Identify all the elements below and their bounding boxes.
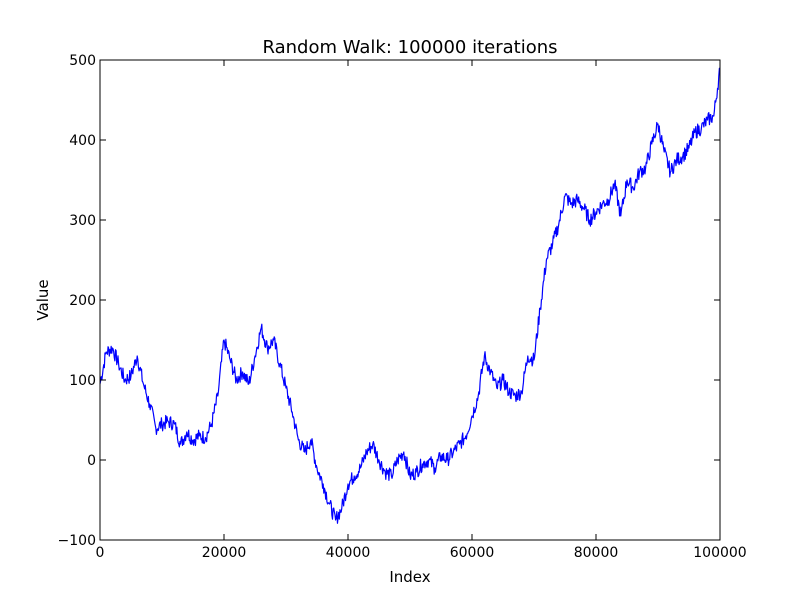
y-tick-label: −100 — [58, 533, 96, 549]
y-tick-label: 500 — [69, 53, 96, 69]
x-tick-label: 60000 — [450, 545, 495, 561]
y-tick-label: 300 — [69, 213, 96, 229]
plot-area — [99, 67, 721, 524]
x-tick-label: 100000 — [693, 545, 746, 561]
axis-ticks: 0 20000 40000 60000 80000 100000−100010020030… — [58, 53, 747, 561]
x-tick-label: 40000 — [326, 545, 371, 561]
y-tick-label: 200 — [69, 293, 96, 309]
x-tick-label: 80000 — [574, 545, 619, 561]
x-axis-label: Index — [389, 568, 430, 586]
axes-frame — [99, 59, 721, 541]
y-tick-label: 400 — [69, 133, 96, 149]
x-tick-label: 20000 — [202, 545, 247, 561]
y-tick-label: 100 — [69, 373, 96, 389]
x-tick-label: 0 — [96, 545, 105, 561]
y-tick-label: 0 — [87, 453, 96, 469]
y-axis-label: Value — [34, 279, 52, 320]
series-line-0 — [99, 67, 721, 524]
chart-title: Random Walk: 100000 iterations — [263, 37, 558, 58]
